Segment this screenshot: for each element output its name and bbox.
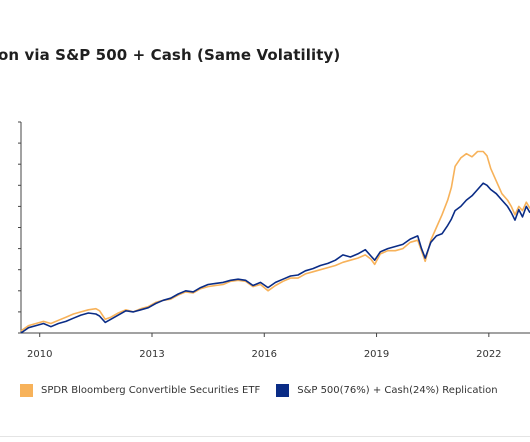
x-tick-label: 2019 xyxy=(364,349,389,360)
series-line-replication xyxy=(20,182,530,334)
x-tick-label: 2016 xyxy=(252,349,277,360)
legend-label-etf: SPDR Bloomberg Convertible Securities ET… xyxy=(41,385,261,396)
legend-label-replication: S&P 500(76%) + Cash(24%) Replication xyxy=(297,385,498,396)
chart-legend: SPDR Bloomberg Convertible Securities ET… xyxy=(20,384,514,397)
x-tick-label: 2022 xyxy=(476,349,501,360)
x-tick-label: 2013 xyxy=(139,349,164,360)
x-tick-label: 2010 xyxy=(27,349,52,360)
line-chart: 2010 2013 2016 2019 2022 xyxy=(18,121,530,360)
legend-swatch-replication xyxy=(276,384,290,397)
series-line-etf xyxy=(20,150,530,332)
chart-title: on via S&P 500 + Cash (Same Volatility) xyxy=(0,46,341,64)
chart-axes: 2010 2013 2016 2019 2022 xyxy=(18,121,530,360)
chart-series xyxy=(20,150,530,334)
legend-item-replication: S&P 500(76%) + Cash(24%) Replication xyxy=(276,384,498,397)
legend-swatch-etf xyxy=(20,384,33,397)
legend-item-etf: SPDR Bloomberg Convertible Securities ET… xyxy=(20,384,260,397)
